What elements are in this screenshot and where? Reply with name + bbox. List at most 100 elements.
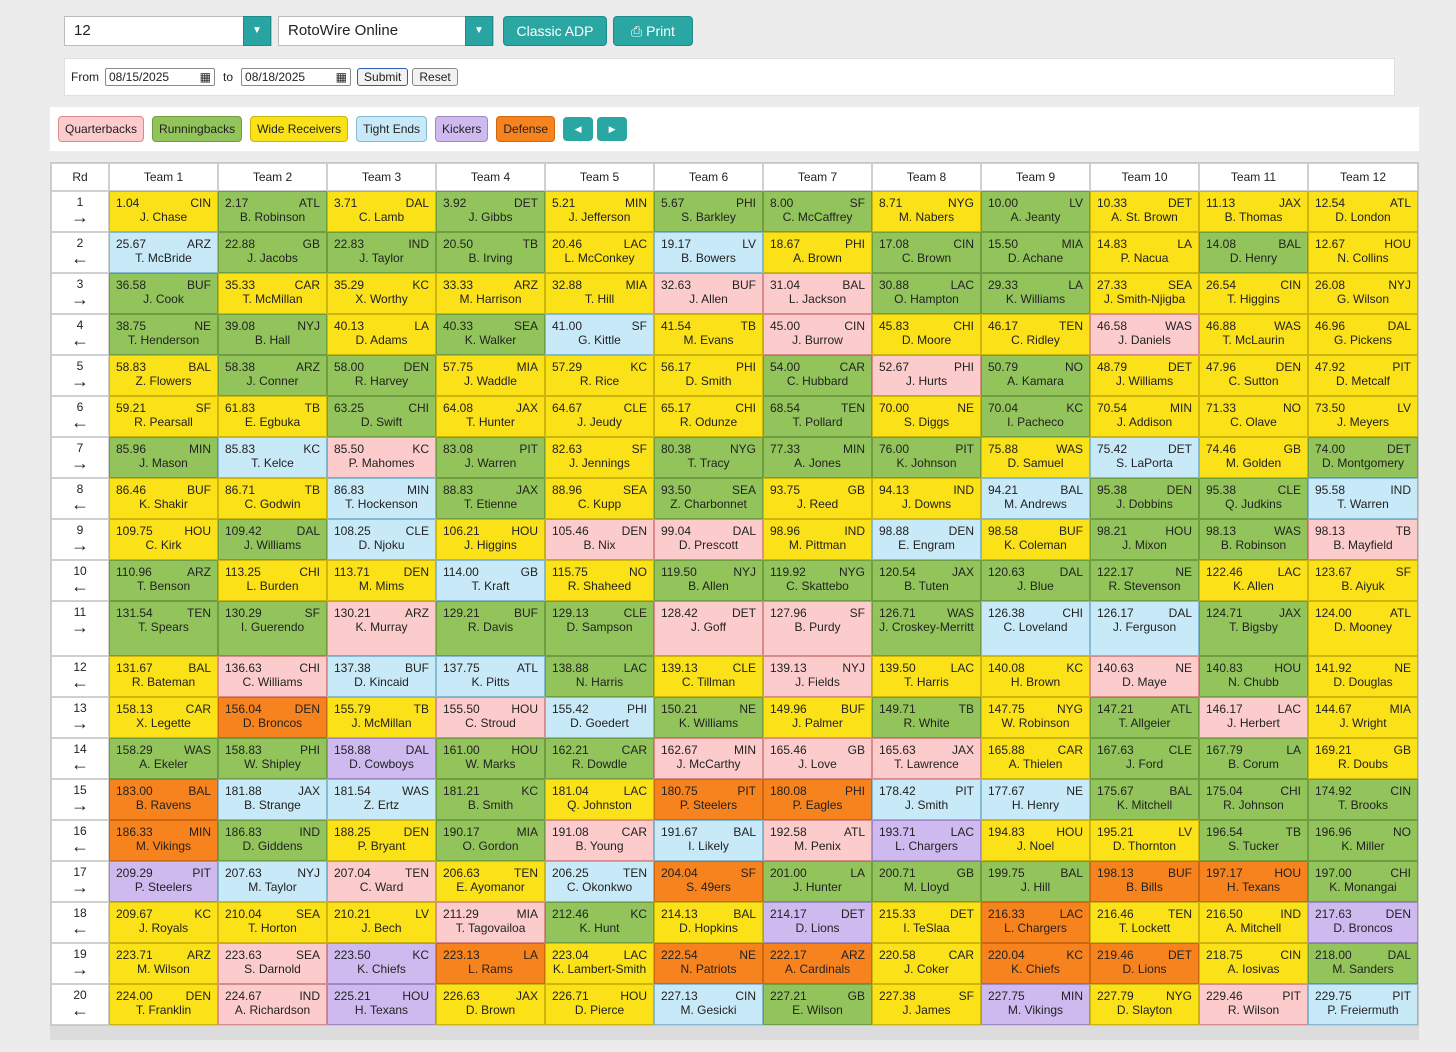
player-name[interactable]: R. White (903, 716, 950, 730)
player-name[interactable]: T. Hill (584, 292, 615, 306)
player-name[interactable]: W. Marks (465, 757, 516, 771)
player-name[interactable]: C. Kirk (145, 538, 182, 552)
player-name[interactable]: J. Coker (904, 962, 949, 976)
pick-cell[interactable]: 180.08 PHI P. Eagles (763, 779, 872, 820)
pick-cell[interactable]: 54.00 CAR C. Hubbard (763, 355, 872, 396)
pick-cell[interactable]: 45.00 CIN J. Burrow (763, 314, 872, 355)
pick-cell[interactable]: 95.58 IND T. Warren (1308, 478, 1418, 519)
player-name[interactable]: J. Ferguson (1112, 620, 1177, 634)
player-name[interactable]: D. Samuel (1007, 456, 1064, 470)
pick-cell[interactable]: 169.21 GB R. Doubs (1308, 738, 1418, 779)
pick-cell[interactable]: 147.75 NYG W. Robinson (981, 697, 1090, 738)
player-name[interactable]: C. Okonkwo (566, 880, 633, 894)
player-name[interactable]: M. Evans (683, 333, 734, 347)
pick-cell[interactable]: 126.38 CHI C. Loveland (981, 601, 1090, 656)
player-name[interactable]: K. Shakir (139, 497, 188, 511)
pick-cell[interactable]: 3.71 DAL C. Lamb (327, 191, 436, 232)
pick-cell[interactable]: 59.21 SF R. Pearsall (109, 396, 218, 437)
pick-cell[interactable]: 149.96 BUF J. Palmer (763, 697, 872, 738)
player-name[interactable]: K. Williams (1005, 292, 1066, 306)
pick-cell[interactable]: 113.71 DEN M. Mims (327, 560, 436, 601)
player-name[interactable]: R. Dowdle (571, 757, 628, 771)
player-name[interactable]: J. Addison (1116, 415, 1173, 429)
pick-cell[interactable]: 45.83 CHI D. Moore (872, 314, 981, 355)
player-name[interactable]: O. Hampton (894, 292, 959, 306)
pick-cell[interactable]: 88.83 JAX T. Etienne (436, 478, 545, 519)
player-name[interactable]: A. Jeanty (1010, 210, 1061, 224)
pick-cell[interactable]: 46.17 TEN C. Ridley (981, 314, 1090, 355)
player-name[interactable]: M. Golden (1225, 456, 1282, 470)
pick-cell[interactable]: 190.17 MIA O. Gordon (436, 820, 545, 861)
player-name[interactable]: J. Reed (796, 497, 839, 511)
player-name[interactable]: B. Hall (254, 333, 291, 347)
player-name[interactable]: J. Downs (901, 497, 952, 511)
pick-cell[interactable]: 222.17 ARZ A. Cardinals (763, 943, 872, 984)
player-name[interactable]: Q. Judkins (1225, 497, 1282, 511)
player-name[interactable]: K. Pitts (471, 675, 510, 689)
pick-cell[interactable]: 48.79 DET J. Williams (1090, 355, 1199, 396)
player-name[interactable]: G. Pickens (1333, 333, 1393, 347)
player-name[interactable]: L. Burden (246, 579, 299, 593)
player-name[interactable]: T. Tagovailoa (455, 921, 526, 935)
player-name[interactable]: P. Steelers (134, 880, 193, 894)
pick-cell[interactable]: 178.42 PIT J. Smith (872, 779, 981, 820)
pick-cell[interactable]: 88.96 SEA C. Kupp (545, 478, 654, 519)
player-name[interactable]: J. Noel (1016, 839, 1055, 853)
pick-cell[interactable]: 31.04 BAL L. Jackson (763, 273, 872, 314)
player-name[interactable]: D. Slayton (1116, 1003, 1173, 1017)
player-name[interactable]: C. Ridley (1011, 333, 1060, 347)
pick-cell[interactable]: 10.33 DET A. St. Brown (1090, 191, 1199, 232)
pick-cell[interactable]: 86.46 BUF K. Shakir (109, 478, 218, 519)
pick-cell[interactable]: 207.63 NYJ M. Taylor (218, 861, 327, 902)
player-name[interactable]: P. Bryant (357, 839, 406, 853)
player-name[interactable]: T. Higgins (1227, 292, 1280, 306)
player-name[interactable]: C. Tillman (681, 675, 736, 689)
pick-cell[interactable]: 220.04 KC K. Chiefs (981, 943, 1090, 984)
player-name[interactable]: E. Ayomanor (456, 880, 525, 894)
pick-cell[interactable]: 25.67 ARZ T. McBride (109, 232, 218, 273)
pick-cell[interactable]: 175.67 BAL K. Mitchell (1090, 779, 1199, 820)
player-name[interactable]: T. Allgeier (1118, 716, 1171, 730)
pick-cell[interactable]: 217.63 DEN D. Broncos (1308, 902, 1418, 943)
player-name[interactable]: J. Burrow (792, 333, 843, 347)
chevron-down-icon[interactable]: ▼ (243, 16, 271, 46)
pick-cell[interactable]: 119.92 NYG C. Skattebo (763, 560, 872, 601)
pick-cell[interactable]: 181.21 KC B. Smith (436, 779, 545, 820)
pick-cell[interactable]: 139.13 NYJ J. Fields (763, 656, 872, 697)
player-name[interactable]: D. London (1335, 210, 1391, 224)
player-name[interactable]: M. Taylor (248, 880, 297, 894)
player-name[interactable]: T. Kraft (471, 579, 510, 593)
pick-cell[interactable]: 76.00 PIT K. Johnson (872, 437, 981, 478)
pick-cell[interactable]: 158.13 CAR X. Legette (109, 697, 218, 738)
player-name[interactable]: J. Allen (689, 292, 728, 306)
player-name[interactable]: W. Robinson (1001, 716, 1070, 730)
pick-cell[interactable]: 64.67 CLE J. Jeudy (545, 396, 654, 437)
submit-button[interactable]: Submit (357, 68, 409, 86)
pick-cell[interactable]: 2.17 ATL B. Robinson (218, 191, 327, 232)
pick-cell[interactable]: 209.67 KC J. Royals (109, 902, 218, 943)
pick-cell[interactable]: 68.54 TEN T. Pollard (763, 396, 872, 437)
pick-cell[interactable]: 139.13 CLE C. Tillman (654, 656, 763, 697)
legend-quarterbacks[interactable]: Quarterbacks (58, 116, 145, 142)
pick-cell[interactable]: 193.71 LAC L. Chargers (872, 820, 981, 861)
pick-cell[interactable]: 85.83 KC T. Kelce (218, 437, 327, 478)
player-name[interactable]: L. Rams (468, 962, 513, 976)
player-name[interactable]: B. Robinson (239, 210, 306, 224)
player-name[interactable]: R. Stevenson (1108, 579, 1181, 593)
player-name[interactable]: A. Richardson (234, 1003, 311, 1017)
pick-cell[interactable]: 58.38 ARZ J. Conner (218, 355, 327, 396)
player-name[interactable]: T. Lawrence (894, 757, 959, 771)
player-name[interactable]: J. Warren (464, 456, 517, 470)
pick-cell[interactable]: 109.42 DAL J. Williams (218, 519, 327, 560)
player-name[interactable]: C. Hubbard (786, 374, 849, 388)
pick-cell[interactable]: 46.88 WAS T. McLaurin (1199, 314, 1308, 355)
player-name[interactable]: B. Robinson (1220, 538, 1287, 552)
pick-cell[interactable]: 167.63 CLE J. Ford (1090, 738, 1199, 779)
player-name[interactable]: D. Moore (901, 333, 952, 347)
player-name[interactable]: T. Henderson (127, 333, 200, 347)
pick-cell[interactable]: 141.92 NE D. Douglas (1308, 656, 1418, 697)
pick-cell[interactable]: 197.00 CHI K. Monangai (1308, 861, 1418, 902)
pick-cell[interactable]: 50.79 NO A. Kamara (981, 355, 1090, 396)
player-name[interactable]: D. Maye (1122, 675, 1167, 689)
pick-cell[interactable]: 198.13 BUF B. Bills (1090, 861, 1199, 902)
